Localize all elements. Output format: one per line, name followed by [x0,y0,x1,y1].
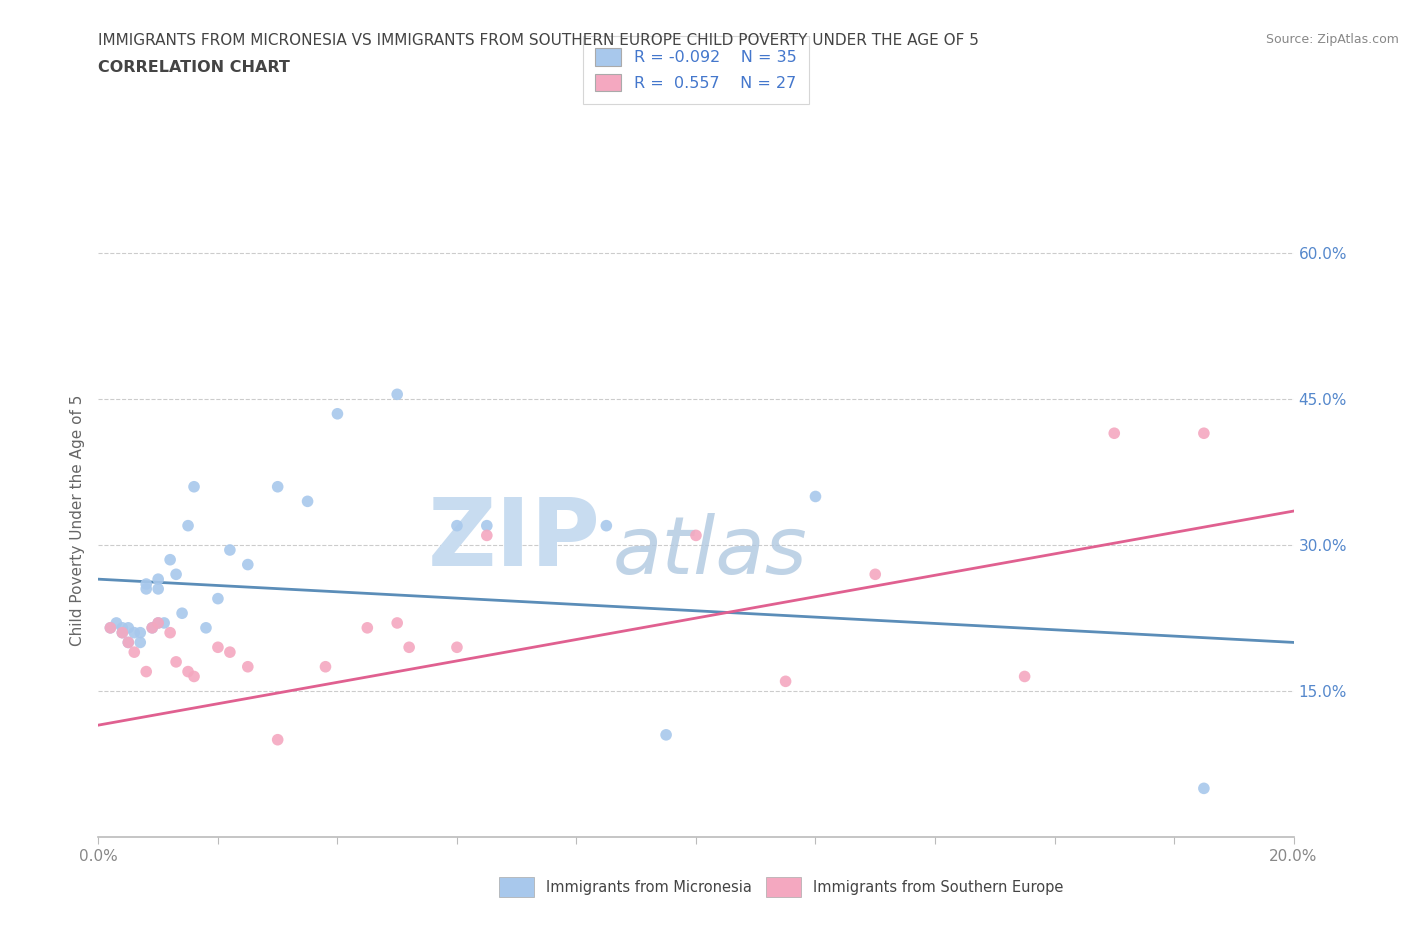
Point [385,616,409,631]
Text: atlas: atlas [612,513,807,591]
Point [1192,426,1215,441]
Point [315,659,337,674]
Text: IMMIGRANTS FROM MICRONESIA VS IMMIGRANTS FROM SOUTHERN EUROPE CHILD POVERTY UNDE: IMMIGRANTS FROM MICRONESIA VS IMMIGRANTS… [98,33,980,47]
Point [129,635,152,650]
Point [685,528,707,543]
Point [236,659,259,674]
Point [165,567,187,582]
Point [207,640,229,655]
Point [775,674,797,689]
Point [111,625,134,640]
Point [159,625,181,640]
Point [135,581,157,596]
Point [326,406,349,421]
Text: Immigrants from Southern Europe: Immigrants from Southern Europe [813,880,1063,895]
Point [356,620,378,635]
Point [105,616,128,631]
Point [219,644,242,659]
Point [267,732,290,747]
Point [148,616,170,631]
Point [219,542,242,557]
Point [141,620,163,635]
Text: Immigrants from Micronesia: Immigrants from Micronesia [546,880,751,895]
Point [117,635,139,650]
Point [124,644,146,659]
Point [297,494,319,509]
Point [1192,781,1215,796]
Point [177,518,200,533]
Point [135,577,157,591]
Point [124,625,146,640]
Point [1104,426,1126,441]
Point [172,605,194,620]
Point [1014,669,1036,684]
Point [117,635,139,650]
Legend: R = -0.092    N = 35, R =  0.557    N = 27: R = -0.092 N = 35, R = 0.557 N = 27 [582,35,810,104]
Point [111,620,134,635]
Point [207,591,229,606]
Point [655,727,678,742]
Point [385,387,409,402]
Point [446,640,468,655]
Point [267,479,290,494]
Point [153,616,176,631]
Point [98,620,122,635]
Point [98,620,122,635]
Point [177,664,200,679]
Point [148,616,170,631]
Point [183,479,205,494]
Point [236,557,259,572]
Point [117,620,139,635]
Text: CORRELATION CHART: CORRELATION CHART [98,60,290,75]
Y-axis label: Child Poverty Under the Age of 5: Child Poverty Under the Age of 5 [69,395,84,646]
Point [804,489,827,504]
Point [141,620,163,635]
Point [475,518,498,533]
Point [148,581,170,596]
Point [165,655,187,670]
Point [129,625,152,640]
Point [398,640,420,655]
Point [135,664,157,679]
Text: Source: ZipAtlas.com: Source: ZipAtlas.com [1265,33,1399,46]
Point [446,518,468,533]
Point [111,625,134,640]
Point [183,669,205,684]
Point [194,620,218,635]
Point [159,552,181,567]
Point [865,567,887,582]
Point [148,572,170,587]
Point [475,528,498,543]
Point [595,518,617,533]
Text: ZIP: ZIP [427,494,600,586]
